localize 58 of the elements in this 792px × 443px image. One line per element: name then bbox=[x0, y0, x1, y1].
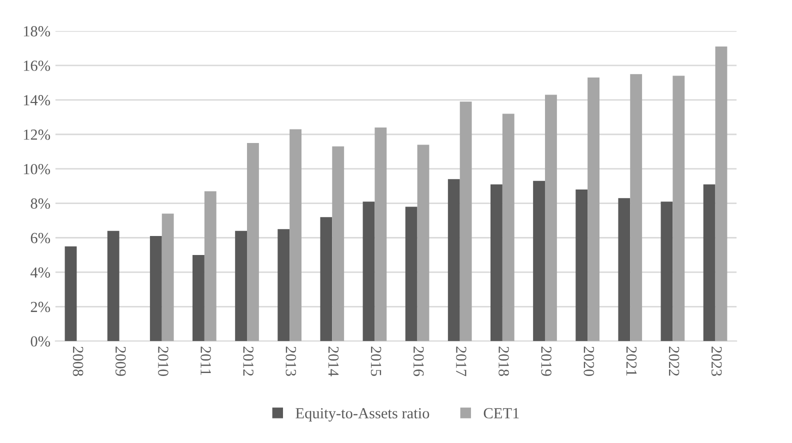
bar bbox=[374, 127, 387, 342]
x-tick-label: 2010 bbox=[158, 346, 168, 376]
x-tick-label: 2015 bbox=[370, 346, 382, 376]
bar bbox=[588, 78, 600, 342]
bar bbox=[405, 206, 418, 342]
bar bbox=[247, 142, 259, 342]
x-tick-label: 2016 bbox=[413, 346, 424, 376]
bar bbox=[235, 230, 248, 342]
bar bbox=[618, 198, 630, 342]
bar bbox=[630, 74, 642, 342]
legend-label: Equity-to-Assets ratio bbox=[296, 408, 430, 422]
bar bbox=[64, 246, 77, 342]
x-tick-label: 2019 bbox=[541, 346, 552, 376]
bar bbox=[502, 114, 514, 342]
bar bbox=[192, 254, 204, 342]
bar bbox=[150, 236, 162, 342]
y-tick-label: 18% bbox=[24, 26, 50, 37]
x-tick-label: 2008 bbox=[72, 346, 84, 376]
x-tick-label: 2023 bbox=[711, 346, 722, 376]
bar bbox=[362, 202, 375, 342]
bar bbox=[332, 146, 344, 342]
bar bbox=[204, 191, 216, 342]
bar bbox=[320, 217, 332, 342]
bar bbox=[107, 230, 120, 342]
x-tick-label: 2012 bbox=[243, 346, 254, 376]
y-tick-label: 16% bbox=[24, 60, 50, 71]
x-tick-label: 2011 bbox=[200, 346, 211, 376]
x-tick-label: 2009 bbox=[115, 346, 126, 376]
x-tick-label: 2020 bbox=[584, 346, 594, 376]
x-tick-label: 2014 bbox=[328, 346, 339, 376]
x-tick-label: 2013 bbox=[286, 346, 296, 376]
x-tick-label: 2018 bbox=[498, 346, 509, 376]
bar bbox=[290, 129, 302, 342]
y-tick-label: 10% bbox=[24, 164, 50, 174]
y-tick-label: 14% bbox=[24, 95, 50, 106]
y-tick-label: 8% bbox=[30, 198, 50, 209]
y-tick-label: 2% bbox=[30, 302, 50, 312]
bar bbox=[660, 202, 673, 342]
bar bbox=[715, 46, 728, 342]
bar bbox=[448, 179, 460, 342]
y-tick-label: 0% bbox=[30, 336, 50, 347]
y-tick-label: 6% bbox=[30, 232, 50, 244]
bar bbox=[162, 214, 174, 342]
bar bbox=[576, 190, 588, 342]
bar bbox=[460, 102, 472, 342]
x-tick-label: 2017 bbox=[456, 346, 466, 376]
bar bbox=[544, 94, 557, 342]
bar bbox=[278, 229, 290, 342]
y-tick-label: 4% bbox=[30, 267, 50, 278]
x-tick-label: 2022 bbox=[668, 346, 680, 376]
y-tick-label: 12% bbox=[24, 130, 50, 140]
x-tick-label: 2021 bbox=[626, 346, 637, 376]
bar bbox=[417, 144, 430, 342]
bar bbox=[703, 184, 716, 342]
legend-label: CET1 bbox=[484, 408, 519, 418]
bar bbox=[672, 76, 685, 342]
bar bbox=[490, 184, 502, 342]
bar bbox=[533, 180, 545, 342]
